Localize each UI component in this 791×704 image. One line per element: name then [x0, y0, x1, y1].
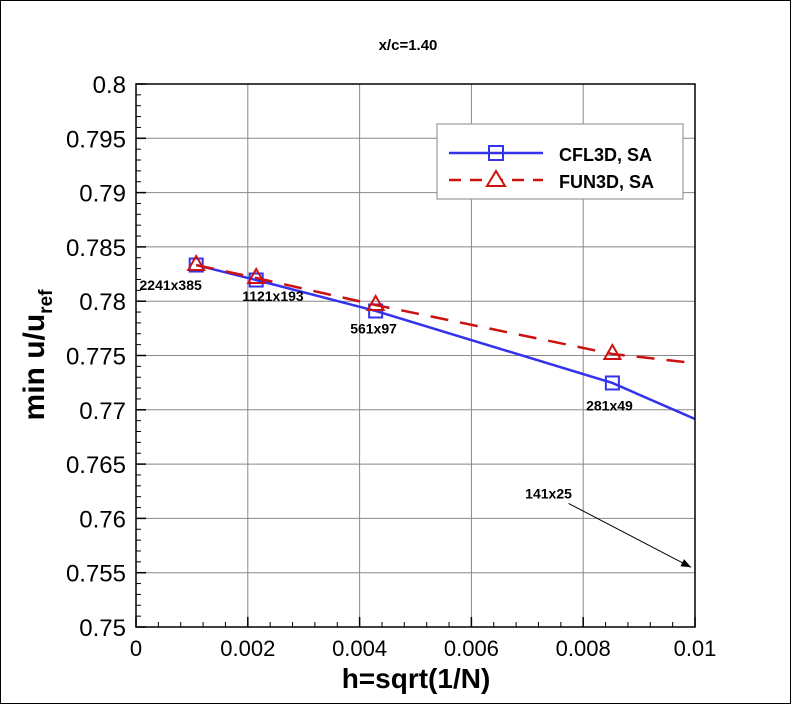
y-axis-label: min u/uref — [18, 289, 57, 421]
data-point-triangle — [365, 293, 386, 312]
data-point-triangle — [602, 342, 623, 360]
x-tick-label: 0 — [130, 636, 142, 661]
y-tick-label: 0.76 — [79, 506, 126, 533]
legend-label-cfl3d: CFL3D, SA — [559, 145, 652, 165]
y-axis-label-main: min u/u — [18, 314, 51, 421]
y-tick-label: 0.75 — [79, 615, 126, 642]
x-axis-label: h=sqrt(1/N) — [342, 663, 491, 694]
y-tick-label: 0.78 — [79, 289, 126, 316]
series-line-1 — [195, 263, 695, 365]
chart-title: x/c=1.40 — [379, 37, 438, 54]
legend-marker-square — [488, 145, 504, 161]
annotation-arrow — [568, 502, 692, 568]
y-tick-label: 0.755 — [66, 561, 126, 588]
grid-size-label: 2241x385 — [140, 277, 203, 293]
grid-size-label: 281x49 — [586, 397, 633, 413]
grid-size-label: 1121x193 — [242, 288, 304, 304]
y-tick-label: 0.785 — [66, 235, 126, 262]
y-tick-label: 0.795 — [66, 126, 126, 153]
x-tick-label: 0.004 — [332, 636, 387, 661]
grid-size-label: 141x25 — [525, 485, 572, 501]
x-tick-label: 0.008 — [556, 636, 611, 661]
x-tick-label: 0.002 — [220, 636, 275, 661]
plot-border — [135, 83, 696, 628]
data-point-square — [188, 257, 204, 273]
legend-marker-triangle — [485, 169, 507, 187]
x-tick-label: 0.01 — [674, 636, 717, 661]
data-point-triangle — [186, 254, 206, 272]
y-axis-label-subscript: ref — [36, 289, 57, 314]
y-tick-label: 0.77 — [79, 398, 126, 425]
y-tick-label: 0.765 — [66, 452, 126, 479]
series-line-0 — [195, 263, 695, 421]
legend: CFL3D, SA FUN3D, SA — [436, 123, 684, 200]
y-tick-label: 0.8 — [93, 72, 126, 99]
data-point-triangle — [246, 266, 266, 284]
grid-size-label: 561x97 — [350, 320, 397, 336]
annotations: 2241x385 1121x193 561x97 281x49 141x25 — [140, 277, 692, 568]
axis-ticks: 0 0.002 0.004 0.006 0.008 0.01 0.75 0.755 0.76 0.… — [66, 72, 716, 661]
x-tick-label: 0.006 — [444, 636, 499, 661]
legend-label-fun3d: FUN3D, SA — [559, 172, 654, 192]
legend-box — [436, 123, 684, 200]
y-tick-label: 0.79 — [79, 181, 126, 208]
series-layer — [186, 254, 695, 421]
y-tick-label: 0.775 — [66, 344, 126, 371]
data-point-square — [604, 375, 620, 391]
